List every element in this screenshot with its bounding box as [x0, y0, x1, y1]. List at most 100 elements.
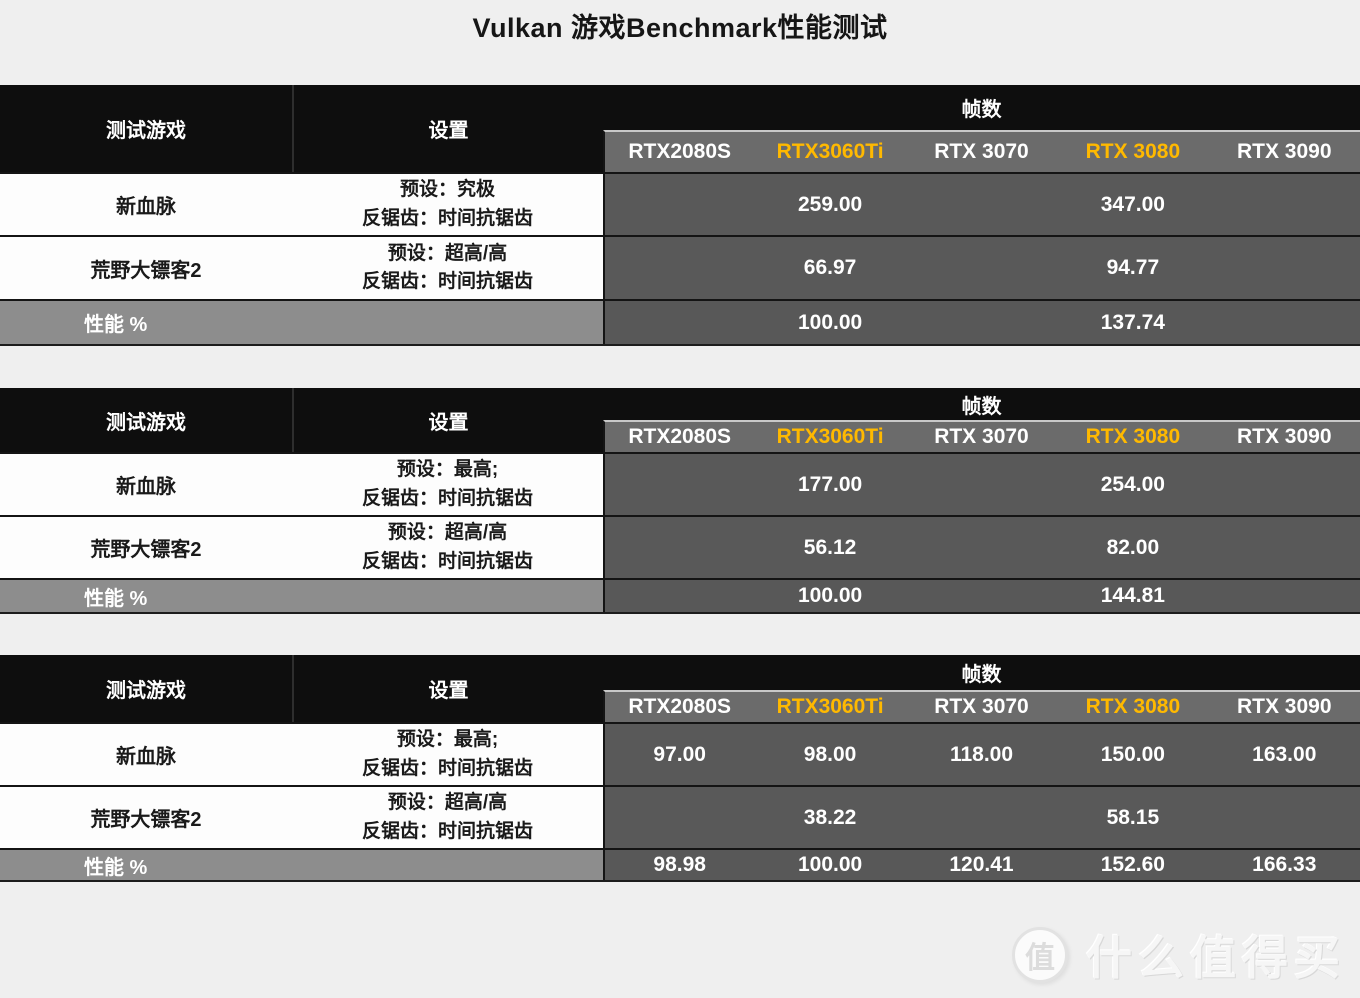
fps-value [1208, 515, 1360, 578]
settings-line: 反锯齿：时间抗锯齿 [361, 207, 533, 229]
gpu-header-rtx3080: RTX 3080 [1057, 130, 1209, 172]
fps-value: 177.00 [754, 452, 906, 515]
col-header-settings: 设置 [292, 655, 603, 722]
gpu-header-rtx3060ti: RTX3060Ti [754, 690, 906, 722]
performance-value: 100.00 [754, 299, 906, 344]
smzdm-logo-icon: 值 [1012, 927, 1068, 983]
col-header-settings: 设置 [292, 85, 603, 172]
col-header-settings: 设置 [292, 388, 603, 452]
fps-value: 163.00 [1208, 722, 1360, 785]
gpu-header-rtx3080: RTX 3080 [1057, 420, 1209, 452]
performance-value [905, 578, 1058, 612]
settings-line: 预设：最高; [396, 729, 499, 750]
fps-value: 94.77 [1057, 235, 1209, 299]
performance-value: 100.00 [754, 848, 906, 880]
game-name: 新血脉 [0, 172, 292, 235]
gpu-header-rtx2080s: RTX2080S [603, 420, 755, 452]
col-header-test-game: 测试游戏 [0, 388, 292, 452]
chart-title: Vulkan 游戏Benchmark性能测试 [472, 13, 888, 43]
fps-value [603, 452, 755, 515]
fps-value: 347.00 [1057, 172, 1209, 235]
settings-line: 预设：究极 [399, 179, 495, 200]
fps-value [1208, 235, 1360, 299]
col-header-frames: 帧数 [603, 655, 1360, 690]
settings-line: 预设：超高/高 [387, 522, 508, 543]
game-settings: 预设：超高/高 反锯齿：时间抗锯齿 [292, 515, 603, 578]
fps-value [905, 235, 1058, 299]
col-header-test-game: 测试游戏 [0, 85, 292, 172]
fps-value: 98.00 [754, 722, 906, 785]
gpu-header-rtx3090: RTX 3090 [1208, 130, 1360, 172]
gpu-header-rtx3090: RTX 3090 [1208, 420, 1360, 452]
gpu-header-rtx3060ti: RTX3060Ti [754, 130, 906, 172]
game-name: 新血脉 [0, 722, 292, 785]
fps-value [905, 515, 1058, 578]
fps-value [603, 235, 755, 299]
fps-value: 150.00 [1057, 722, 1209, 785]
benchmark-table-2: 测试游戏 设置 帧数 RTX2080S RTX3060Ti RTX 3070 R… [0, 388, 1360, 614]
fps-value: 97.00 [603, 722, 755, 785]
game-settings: 预设：最高; 反锯齿：时间抗锯齿 [292, 452, 603, 515]
settings-line: 反锯齿：时间抗锯齿 [361, 550, 533, 572]
settings-line: 预设：超高/高 [387, 792, 508, 813]
col-header-test-game: 测试游戏 [0, 655, 292, 722]
col-header-frames: 帧数 [603, 388, 1360, 420]
performance-value: 166.33 [1208, 848, 1360, 880]
performance-value: 152.60 [1057, 848, 1209, 880]
fps-value: 38.22 [754, 785, 906, 848]
settings-line: 预设：超高/高 [387, 242, 508, 264]
performance-row-label: 性能 % [0, 299, 603, 344]
fps-value [905, 452, 1058, 515]
col-header-frames: 帧数 [603, 85, 1360, 130]
game-name: 新血脉 [0, 452, 292, 515]
fps-value [603, 515, 755, 578]
gpu-header-rtx3080: RTX 3080 [1057, 690, 1209, 722]
performance-value: 98.98 [603, 848, 755, 880]
fps-value [1208, 452, 1360, 515]
performance-value [1208, 578, 1360, 612]
gpu-header-rtx2080s: RTX2080S [603, 130, 755, 172]
performance-row-label: 性能 % [0, 848, 603, 880]
gpu-header-rtx3070: RTX 3070 [905, 130, 1058, 172]
performance-value: 137.74 [1057, 299, 1209, 344]
smzdm-watermark-text: 什么值得买 [1086, 932, 1346, 984]
settings-line: 反锯齿：时间抗锯齿 [361, 271, 533, 292]
performance-value [603, 578, 755, 612]
game-settings: 预设：最高; 反锯齿：时间抗锯齿 [292, 722, 603, 785]
game-settings: 预设：超高/高 反锯齿：时间抗锯齿 [292, 235, 603, 299]
gpu-header-rtx2080s: RTX2080S [603, 690, 755, 722]
gpu-header-rtx3070: RTX 3070 [905, 420, 1058, 452]
performance-value [905, 299, 1058, 344]
benchmark-table-1: 测试游戏 设置 帧数 RTX2080S RTX3060Ti RTX 3070 R… [0, 85, 1360, 346]
fps-value: 66.97 [754, 235, 906, 299]
fps-value [1208, 785, 1360, 848]
performance-value: 100.00 [754, 578, 906, 612]
fps-value [905, 172, 1058, 235]
performance-value: 144.81 [1057, 578, 1209, 612]
benchmark-table-3: 测试游戏 设置 帧数 RTX2080S RTX3060Ti RTX 3070 R… [0, 655, 1360, 882]
fps-value [1208, 172, 1360, 235]
fps-value [603, 785, 755, 848]
gpu-header-rtx3060ti: RTX3060Ti [754, 420, 906, 452]
fps-value [603, 172, 755, 235]
fps-value: 254.00 [1057, 452, 1209, 515]
settings-line: 反锯齿：时间抗锯齿 [361, 487, 533, 509]
performance-value: 120.41 [905, 848, 1058, 880]
performance-value [1208, 299, 1360, 344]
settings-line: 反锯齿：时间抗锯齿 [361, 757, 533, 779]
fps-value [905, 785, 1058, 848]
game-name: 荒野大镖客2 [0, 785, 292, 848]
game-name: 荒野大镖客2 [0, 235, 292, 299]
fps-value: 56.12 [754, 515, 906, 578]
game-settings: 预设：究极 反锯齿：时间抗锯齿 [292, 172, 603, 235]
settings-line: 预设：最高; [396, 459, 499, 480]
game-settings: 预设：超高/高 反锯齿：时间抗锯齿 [292, 785, 603, 848]
fps-value: 82.00 [1057, 515, 1209, 578]
settings-line: 反锯齿：时间抗锯齿 [361, 820, 533, 842]
fps-value: 259.00 [754, 172, 906, 235]
fps-value: 118.00 [905, 722, 1058, 785]
gpu-header-rtx3070: RTX 3070 [905, 690, 1058, 722]
fps-value: 58.15 [1057, 785, 1209, 848]
smzdm-watermark: 值 什么值得买 [1012, 922, 1346, 988]
gpu-header-rtx3090: RTX 3090 [1208, 690, 1360, 722]
